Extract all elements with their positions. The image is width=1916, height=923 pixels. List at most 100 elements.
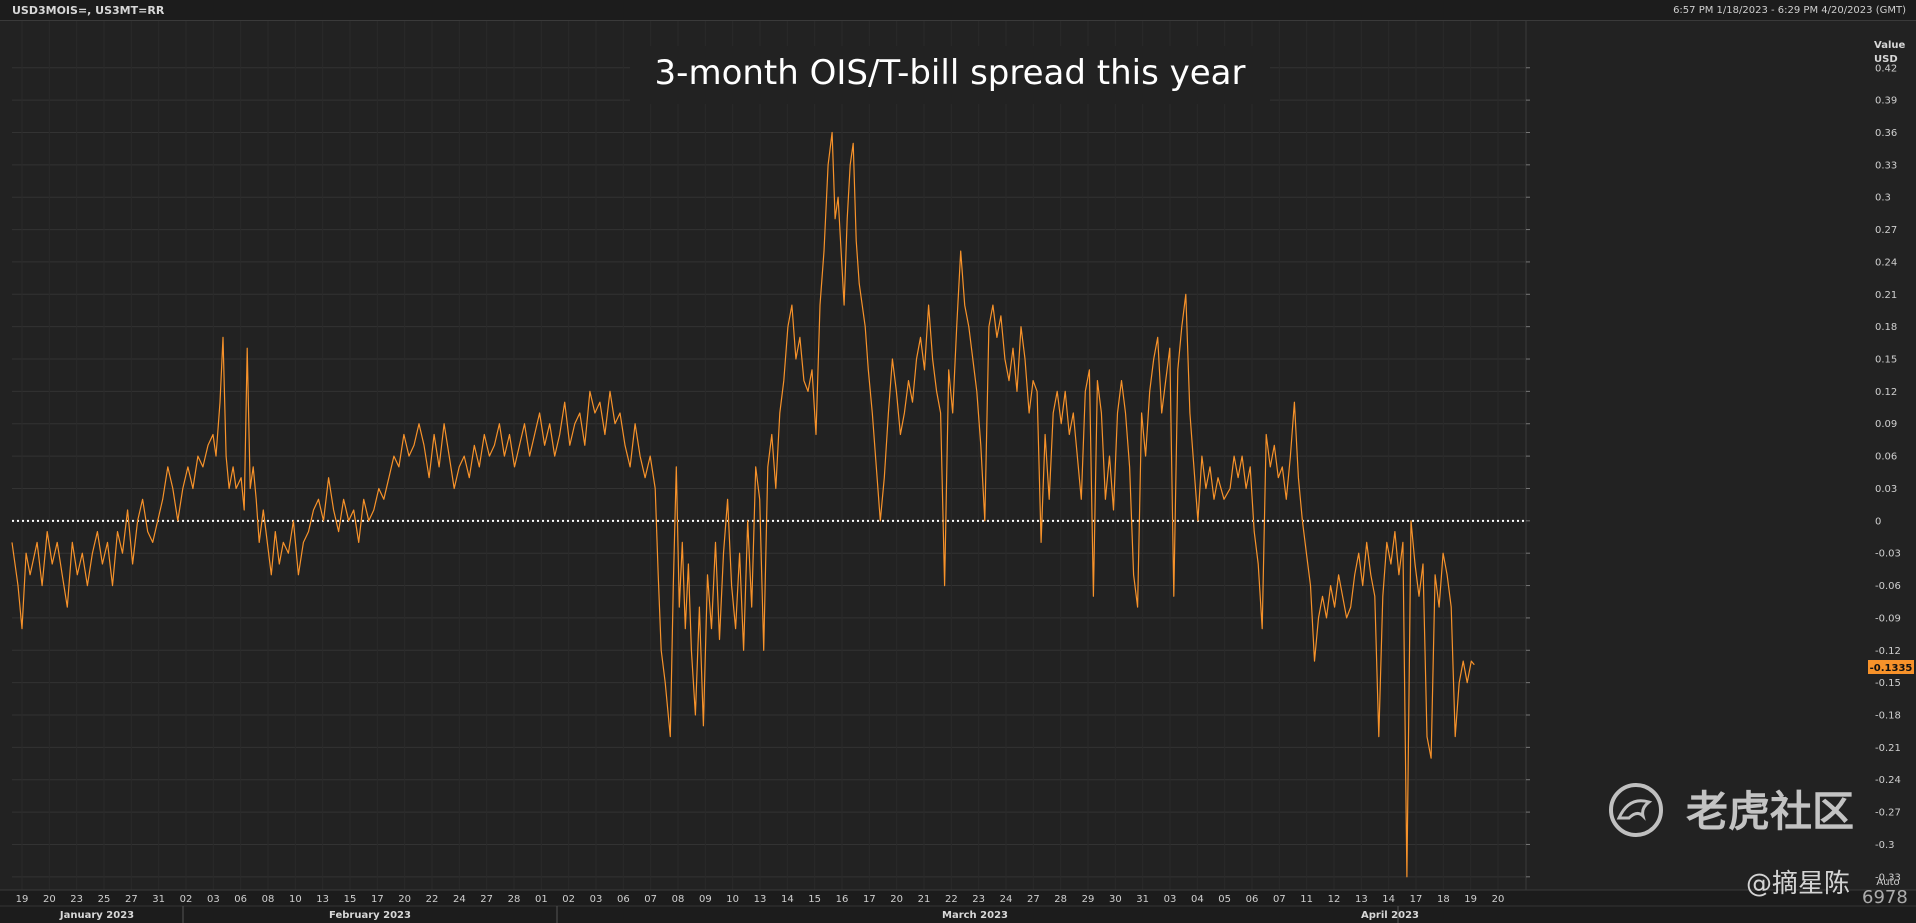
x-tick-label: 05 xyxy=(1218,894,1231,905)
last-value-tag xyxy=(1868,660,1914,674)
x-tick-labels: 19 20 23 25 27 31 02 03 06 08 10 13 15 17 20 22 24 27 28 01… xyxy=(16,894,1505,905)
y-tick-label: 0.3 xyxy=(1875,193,1891,204)
x-tick-label: 06 xyxy=(617,894,630,905)
x-tick-label: 08 xyxy=(672,894,685,905)
month-label: January 2023 xyxy=(59,910,134,921)
x-tick-label: 30 xyxy=(1109,894,1122,905)
auto-scale-label: Auto xyxy=(1876,877,1899,888)
y-tick-label: -0.21 xyxy=(1875,743,1901,754)
y-tick-label: 0.21 xyxy=(1875,290,1897,301)
watermark-code: 6978 xyxy=(1862,887,1908,908)
x-tick-label: 17 xyxy=(863,894,876,905)
y-tick-label: 0.39 xyxy=(1875,96,1897,107)
x-tick-label: 17 xyxy=(371,894,384,905)
axis-unit-label-value: Value xyxy=(1874,40,1905,51)
x-tick-label: 15 xyxy=(808,894,821,905)
x-tick-label: 07 xyxy=(1273,894,1286,905)
x-tick-label: 28 xyxy=(1054,894,1067,905)
watermark-handle: @摘星陈 xyxy=(1746,869,1850,899)
x-tick-label: 08 xyxy=(262,894,275,905)
y-tick-label: 0.42 xyxy=(1875,63,1897,74)
x-tick-label: 16 xyxy=(836,894,849,905)
y-tick-label: 0.06 xyxy=(1875,452,1897,463)
month-labels: January 2023 February 2023 March 2023 April… xyxy=(59,906,1419,923)
x-tick-label: 27 xyxy=(480,894,493,905)
y-tick-label: 0.09 xyxy=(1875,419,1897,430)
x-tick-label: 07 xyxy=(644,894,657,905)
title-background xyxy=(630,46,1270,104)
chart-title: 3-month OIS/T-bill spread this year xyxy=(655,53,1246,93)
x-tick-label: 24 xyxy=(453,894,466,905)
x-tick-label: 03 xyxy=(207,894,220,905)
month-label: March 2023 xyxy=(942,910,1008,921)
x-tick-label: 19 xyxy=(16,894,29,905)
y-tick-label: -0.09 xyxy=(1875,613,1901,624)
x-tick-label: 14 xyxy=(781,894,794,905)
last-value-label: -0.1335 xyxy=(1870,663,1913,674)
month-label: February 2023 xyxy=(329,910,411,921)
x-tick-label: 13 xyxy=(754,894,767,905)
month-label: April 2023 xyxy=(1361,910,1419,921)
y-tick-label: -0.27 xyxy=(1875,808,1901,819)
x-tick-label: 31 xyxy=(152,894,165,905)
x-tick-label: 06 xyxy=(1246,894,1259,905)
y-tick-label: 0.15 xyxy=(1875,355,1897,366)
x-tick-label: 10 xyxy=(726,894,739,905)
x-tick-label: 22 xyxy=(945,894,958,905)
y-tick-label: -0.15 xyxy=(1875,678,1901,689)
x-tick-label: 14 xyxy=(1382,894,1395,905)
y-tick-label: -0.03 xyxy=(1875,549,1901,560)
x-tick-label: 23 xyxy=(972,894,985,905)
x-tick-label: 15 xyxy=(344,894,357,905)
x-tick-label: 03 xyxy=(1164,894,1177,905)
y-tick-label: -0.12 xyxy=(1875,646,1901,657)
y-tick-label: 0.27 xyxy=(1875,225,1897,236)
x-tick-label: 23 xyxy=(70,894,83,905)
y-tick-label: -0.3 xyxy=(1875,840,1895,851)
x-tick-label: 12 xyxy=(1328,894,1341,905)
x-tick-label: 13 xyxy=(1355,894,1368,905)
x-tick-label: 03 xyxy=(590,894,603,905)
x-tick-label: 17 xyxy=(1410,894,1423,905)
x-tick-label: 02 xyxy=(180,894,193,905)
x-tick-label: 20 xyxy=(890,894,903,905)
y-tick-label: 0.24 xyxy=(1875,257,1897,268)
series-line-ois-tbill-spread xyxy=(11,131,1475,878)
y-tick-label: 0.12 xyxy=(1875,387,1897,398)
x-tick-label: 25 xyxy=(98,894,111,905)
x-tick-label: 27 xyxy=(125,894,138,905)
x-tick-label: 06 xyxy=(234,894,247,905)
instrument-label: USD3MOIS=, US3MT=RR xyxy=(12,4,165,17)
y-tick-label: 0 xyxy=(1875,516,1881,527)
x-tick-label: 22 xyxy=(426,894,439,905)
axis-unit-label-usd: USD xyxy=(1874,54,1898,65)
grid-lines xyxy=(12,67,1526,878)
y-tick-label: 0.36 xyxy=(1875,128,1897,139)
y-tick-label: 0.33 xyxy=(1875,160,1897,171)
y-tick-label: -0.06 xyxy=(1875,581,1901,592)
chart-header: USD3MOIS=, US3MT=RR 6:57 PM 1/18/2023 - … xyxy=(0,0,1916,21)
x-tick-label: 21 xyxy=(918,894,931,905)
x-tick-label: 20 xyxy=(398,894,411,905)
x-tick-label: 19 xyxy=(1464,894,1477,905)
y-tick-label: -0.18 xyxy=(1875,711,1901,722)
x-tick-label: 31 xyxy=(1136,894,1149,905)
x-tick-label: 27 xyxy=(1027,894,1040,905)
x-grid-lines xyxy=(21,21,1499,890)
x-tick-label: 28 xyxy=(508,894,521,905)
x-tick-label: 20 xyxy=(43,894,56,905)
x-tick-label: 04 xyxy=(1191,894,1204,905)
watermark-logo xyxy=(1609,783,1663,837)
x-tick-label: 11 xyxy=(1300,894,1313,905)
x-tick-label: 29 xyxy=(1082,894,1095,905)
x-tick-label: 24 xyxy=(1000,894,1013,905)
watermark-brand: 老虎社区 xyxy=(1686,787,1854,836)
y-tick-label: -0.24 xyxy=(1875,775,1901,786)
y-tick-label: 0.03 xyxy=(1875,484,1897,495)
x-tick-label: 20 xyxy=(1492,894,1505,905)
x-tick-label: 18 xyxy=(1437,894,1450,905)
y-tick-label: -0.33 xyxy=(1875,872,1901,883)
x-tick-label: 02 xyxy=(562,894,575,905)
x-tick-label: 13 xyxy=(316,894,329,905)
